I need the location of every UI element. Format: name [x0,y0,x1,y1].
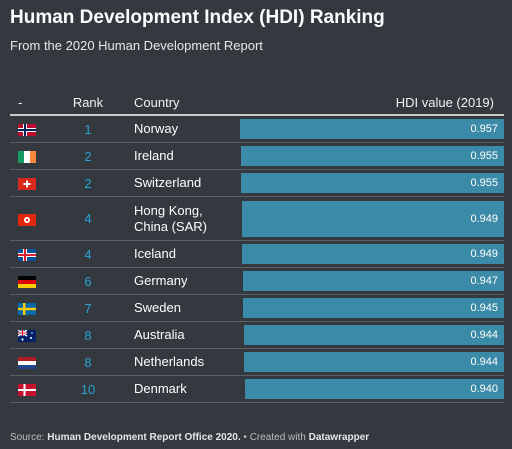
hdi-bar [240,173,504,193]
rank-cell: 10 [50,375,126,403]
hdi-value-label: 0.949 [470,212,498,225]
hdi-value-label: 0.947 [470,275,498,287]
hdi-table: - Rank Country HDI value (2019) 1 Norway 0… [10,90,504,403]
flag-cell [10,348,50,376]
source-prefix: Source: [10,432,48,443]
hdi-value-label: 0.944 [470,329,498,341]
chart-title: Human Development Index (HDI) Ranking [10,7,385,28]
hdi-cell: 0.947 [240,267,504,295]
created-prefix: • Created with [240,432,309,443]
hdi-value-label: 0.955 [470,177,498,189]
country-cell: Norway [126,115,240,143]
hdi-cell: 0.955 [240,142,504,170]
table-row[interactable]: 2 Switzerland 0.955 [10,169,504,197]
hdi-cell: 0.955 [240,169,504,197]
flag-cell [10,321,50,349]
table-row[interactable]: 2 Ireland 0.955 [10,142,504,170]
ireland-flag-icon [18,151,36,164]
rank-cell: 2 [50,169,126,197]
hdi-bar [243,352,504,372]
table-body: 1 Norway 0.957 2 Ireland 0.955 2 Switzerland 0.9… [10,115,504,403]
rank-cell: 8 [50,348,126,376]
country-cell: Iceland [126,240,240,268]
table-header-row: - Rank Country HDI value (2019) [10,90,504,116]
hdi-value-label: 0.957 [470,123,498,135]
chart-subtitle: From the 2020 Human Development Report [10,38,263,53]
table-row[interactable]: 8 Netherlands 0.944 [10,348,504,376]
table-row[interactable]: 6 Germany 0.947 [10,267,504,295]
hdi-value-label: 0.955 [470,150,498,162]
table-row[interactable]: 4 Iceland 0.949 [10,240,504,268]
rank-cell: 2 [50,142,126,170]
hdi-bar [240,146,504,166]
table-row[interactable]: 1 Norway 0.957 [10,115,504,143]
rank-cell: 1 [50,115,126,143]
flag-cell [10,294,50,322]
hdi-cell: 0.945 [240,294,504,322]
germany-flag-icon [18,276,36,289]
hdi-cell: 0.944 [240,348,504,376]
hdi-cell: 0.949 [240,240,504,268]
hdi-cell: 0.949 [240,196,504,241]
table-row[interactable]: 10 Denmark 0.940 [10,375,504,403]
header-hdi-value[interactable]: HDI value (2019) [240,90,504,116]
flag-cell [10,375,50,403]
iceland-flag-icon [18,249,36,262]
flag-cell [10,240,50,268]
source-name: Human Development Report Office 2020. [47,432,241,443]
source-note: Source: Human Development Report Office … [10,432,369,443]
hong-kong-flag-icon [18,213,36,226]
hdi-value-label: 0.945 [470,302,498,314]
table-row[interactable]: 4 Hong Kong, China (SAR) 0.949 [10,196,504,241]
hdi-bar [242,200,504,237]
australia-flag-icon [18,330,36,343]
hdi-value-label: 0.940 [470,383,498,395]
country-cell: Sweden [126,294,240,322]
hdi-bar [240,119,504,139]
hdi-bar [243,298,504,318]
hdi-bar [242,244,504,264]
table-row[interactable]: 8 Australia 0.944 [10,321,504,349]
rank-cell: 4 [50,240,126,268]
denmark-flag-icon [18,384,36,397]
table-row[interactable]: 7 Sweden 0.945 [10,294,504,322]
flag-cell [10,267,50,295]
country-cell: Ireland [126,142,240,170]
hdi-bar [244,379,504,399]
rank-cell: 4 [50,196,126,241]
hdi-value-label: 0.944 [470,356,498,368]
country-cell: Australia [126,321,240,349]
rank-cell: 7 [50,294,126,322]
header-rank[interactable]: Rank [50,90,126,116]
switzerland-flag-icon [18,178,36,191]
hdi-cell: 0.944 [240,321,504,349]
header-flag[interactable]: - [10,90,50,116]
datawrapper-link[interactable]: Datawrapper [308,432,370,443]
flag-cell [10,169,50,197]
hdi-cell: 0.940 [240,375,504,403]
hdi-bar [242,271,504,291]
norway-flag-icon [18,124,36,137]
hdi-value-label: 0.949 [470,248,498,260]
country-cell: Germany [126,267,240,295]
country-cell: Denmark [126,375,240,403]
netherlands-flag-icon [18,357,36,370]
sweden-flag-icon [18,303,36,316]
country-cell: Switzerland [126,169,240,197]
hdi-cell: 0.957 [240,115,504,143]
country-cell: Netherlands [126,348,240,376]
country-cell: Hong Kong, China (SAR) [126,196,240,241]
header-country[interactable]: Country [126,90,240,116]
flag-cell [10,142,50,170]
rank-cell: 8 [50,321,126,349]
rank-cell: 6 [50,267,126,295]
hdi-bar [243,325,504,345]
flag-cell [10,196,50,241]
flag-cell [10,115,50,143]
